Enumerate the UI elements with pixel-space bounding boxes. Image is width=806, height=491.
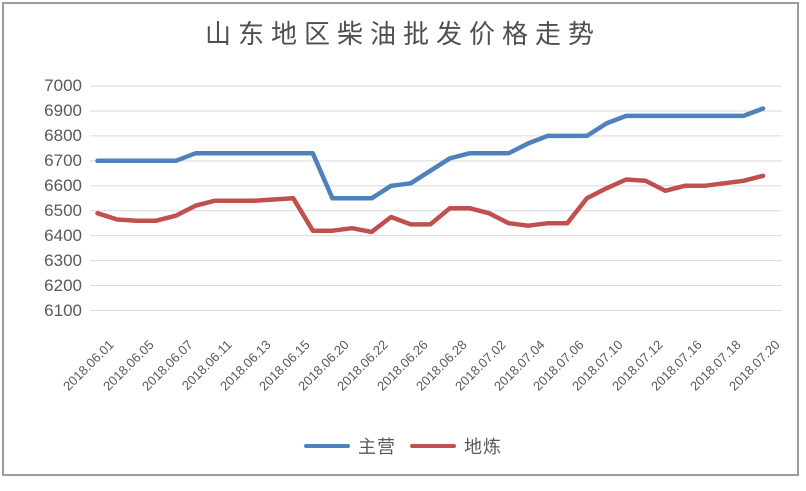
- y-axis-tick-label: 6200: [44, 275, 82, 295]
- y-axis-tick-label: 6600: [44, 175, 82, 195]
- legend-label-dilian: 地炼: [464, 437, 502, 457]
- y-axis-tick-label: 6400: [44, 225, 82, 245]
- legend-item-dilian: 地炼: [410, 433, 502, 459]
- y-axis-tick-label: 6500: [44, 200, 82, 220]
- y-axis-tick-label: 6800: [44, 125, 82, 145]
- legend: 主营 地炼: [0, 433, 806, 459]
- y-axis-tick-label: 6100: [44, 300, 82, 320]
- legend-item-zhuying: 主营: [304, 433, 396, 459]
- y-axis-tick-label: 6900: [44, 100, 82, 120]
- y-axis-tick-label: 6700: [44, 150, 82, 170]
- chart-frame: [2, 2, 799, 476]
- y-axis-tick-label: 6300: [44, 250, 82, 270]
- y-axis-tick-label: 7000: [44, 76, 82, 95]
- legend-label-zhuying: 主营: [358, 437, 396, 457]
- chart-title: 山东地区柴油批发价格走势: [204, 20, 601, 49]
- legend-swatch-zhuying-line: [304, 444, 350, 448]
- legend-swatch-dilian-line: [410, 444, 456, 448]
